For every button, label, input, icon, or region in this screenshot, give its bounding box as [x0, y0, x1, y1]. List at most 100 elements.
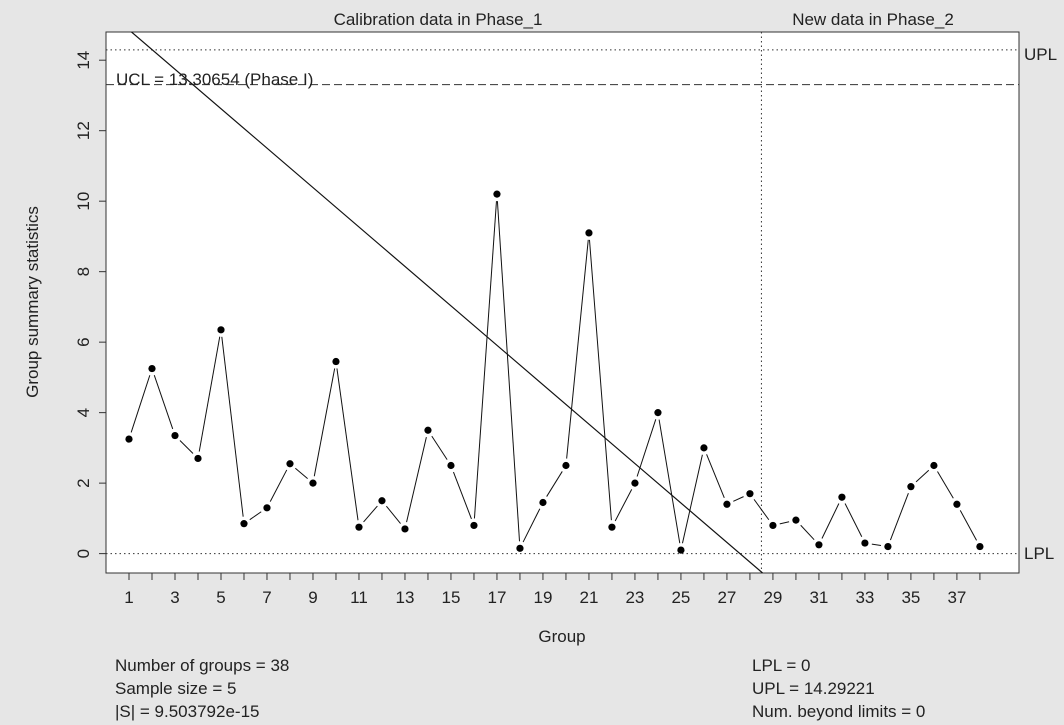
x-tick-label: 7 — [262, 588, 271, 607]
data-point — [907, 483, 915, 491]
data-point — [677, 546, 685, 554]
data-point — [240, 520, 248, 528]
stat-number-of-groups: Number of groups = 38 — [115, 656, 289, 675]
x-tick-label: 31 — [809, 588, 828, 607]
data-point — [194, 454, 202, 463]
y-tick-label: 4 — [74, 408, 93, 417]
series-segment — [363, 505, 378, 523]
x-axis: 1 3 5 7 9 11 13 15 17 19 21 23 25 27 29 31 33 35 37 — [124, 573, 981, 607]
series-segment — [915, 469, 930, 483]
series-segment — [179, 440, 194, 454]
y-axis-label: Group summary statistics — [23, 206, 42, 398]
y-tick-label: 8 — [74, 267, 93, 276]
series-segment — [221, 336, 244, 517]
y-tick-label: 12 — [74, 121, 93, 140]
series-segment — [269, 469, 288, 502]
data-point — [746, 490, 754, 498]
series-segment — [588, 239, 612, 521]
stat-sample-size: Sample size = 5 — [115, 679, 236, 698]
series-segment — [889, 493, 909, 541]
y-tick-label: 2 — [74, 478, 93, 487]
y-tick-label: 6 — [74, 337, 93, 346]
series-segment — [937, 471, 954, 499]
series-segment — [871, 543, 882, 547]
y-axis: 0 2 4 6 8 10 12 14 — [74, 51, 106, 558]
data-point — [263, 504, 271, 512]
series-segment — [681, 454, 703, 544]
x-tick-label: 17 — [487, 588, 506, 607]
x-tick-label: 25 — [671, 588, 690, 607]
data-point — [976, 542, 984, 551]
data-point — [493, 190, 501, 198]
x-tick-label: 29 — [763, 588, 782, 607]
series-segment — [473, 201, 497, 519]
series-segment — [753, 499, 770, 521]
y-tick-label: 14 — [74, 51, 93, 70]
data-point — [792, 516, 800, 524]
upl-label: UPL — [1024, 45, 1057, 64]
series-segment — [706, 454, 725, 498]
x-tick-label: 21 — [579, 588, 598, 607]
series-segment — [313, 368, 336, 477]
data-point — [125, 435, 133, 443]
lpl-label: LPL — [1024, 544, 1054, 563]
series-segment — [386, 505, 401, 524]
data-point — [723, 500, 731, 508]
data-point — [953, 500, 961, 508]
series-segment — [614, 489, 633, 522]
x-tick-label: 5 — [216, 588, 225, 607]
x-tick-label: 3 — [170, 588, 179, 607]
stat-determinant: |S| = 9.503792e-15 — [115, 702, 259, 721]
phase2-title: New data in Phase_2 — [792, 10, 954, 29]
data-point — [654, 409, 662, 417]
series-segment — [733, 496, 744, 502]
data-series — [125, 190, 984, 554]
x-axis-label: Group — [538, 627, 585, 646]
data-point — [378, 497, 386, 505]
x-tick-label: 33 — [855, 588, 874, 607]
series-segment — [249, 511, 262, 521]
y-tick-label: 0 — [74, 549, 93, 558]
series-segment — [844, 503, 863, 538]
data-point — [470, 521, 478, 530]
data-point — [286, 460, 294, 468]
data-point — [332, 357, 340, 366]
diagonal-line — [130, 32, 763, 573]
x-tick-label: 23 — [625, 588, 644, 607]
x-tick-label: 15 — [442, 588, 461, 607]
x-tick-label: 27 — [717, 588, 736, 607]
series-segment — [453, 471, 472, 520]
data-point — [884, 542, 892, 551]
x-tick-label: 1 — [124, 588, 133, 607]
data-point — [608, 523, 616, 531]
series-segment — [406, 436, 427, 523]
data-point — [401, 525, 409, 533]
x-tick-label: 19 — [533, 588, 552, 607]
data-point — [309, 479, 317, 487]
data-point — [217, 326, 225, 334]
stat-lpl: LPL = 0 — [752, 656, 810, 675]
data-point — [355, 523, 363, 531]
x-tick-label: 35 — [901, 588, 920, 607]
series-segment — [295, 467, 308, 479]
stat-beyond-limits: Num. beyond limits = 0 — [752, 702, 925, 721]
data-point — [148, 364, 156, 373]
data-point — [424, 426, 432, 434]
x-tick-label: 37 — [947, 588, 966, 607]
series-segment — [821, 503, 840, 539]
stat-upl: UPL = 14.29221 — [752, 679, 875, 698]
series-segment — [336, 368, 359, 521]
data-point — [562, 461, 570, 470]
series-segment — [431, 435, 448, 460]
series-segment — [959, 510, 977, 541]
plot-area — [105, 31, 1020, 574]
phase1-title: Calibration data in Phase_1 — [334, 10, 543, 29]
data-point — [700, 444, 708, 452]
series-segment — [800, 524, 815, 541]
x-tick-label: 9 — [308, 588, 317, 607]
series-segment — [130, 375, 151, 433]
series-segment — [546, 471, 563, 497]
control-limits — [106, 32, 1019, 573]
data-point — [585, 229, 593, 237]
